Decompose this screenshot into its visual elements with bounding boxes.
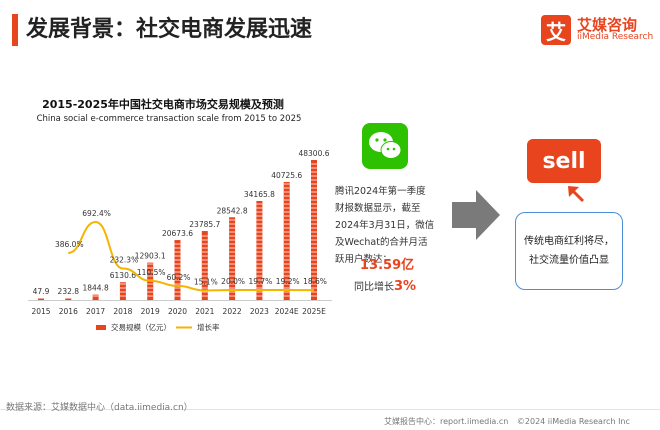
bar-value-label: 34165.8 <box>244 190 275 199</box>
bar-2020 <box>174 240 181 300</box>
x-tick-label: 2021 <box>195 307 214 316</box>
page-title: 发展背景：社交电商发展迅速 <box>26 17 313 42</box>
logo-name-en: iiMedia Research <box>577 32 654 43</box>
footer-right: ©2024 iiMedia Research Inc <box>516 417 630 426</box>
bar-value-label: 12903.1 <box>135 252 166 261</box>
footer-divider <box>0 409 660 410</box>
x-tick-label: 2020 <box>168 307 187 316</box>
logo-mark: 艾 <box>541 15 571 45</box>
legend-bar-label: 交易规模（亿元） <box>111 322 171 332</box>
x-tick-label: 2025E <box>302 307 326 316</box>
x-tick-label: 2017 <box>86 307 105 316</box>
bar-value-label: 47.9 <box>33 287 50 296</box>
bar-value-label: 20673.6 <box>162 229 193 238</box>
mau-growth: 同比增长3% <box>354 278 416 294</box>
x-tick-label: 2024E <box>275 307 299 316</box>
growth-label: 232.3% <box>110 256 139 265</box>
bar-value-label: 48300.6 <box>298 149 329 158</box>
x-tick-label: 2016 <box>59 307 78 316</box>
conclusion-bubble: 传统电商红利将尽，社交流量价值凸显 <box>515 212 623 290</box>
iimedia-logo: 艾 艾媒咨询 iiMedia Research <box>541 15 653 45</box>
bar-value-label: 232.8 <box>58 287 80 296</box>
growth-value: 3% <box>394 279 417 294</box>
bar-2017 <box>92 294 99 300</box>
pointer-arrow-icon <box>568 186 585 203</box>
right-arrow-icon <box>452 190 500 240</box>
data-source: 数据来源：艾媒数据中心（data.iimedia.cn） <box>6 403 193 413</box>
growth-label: 19.2% <box>276 277 300 286</box>
bar-value-label: 40725.6 <box>271 171 302 180</box>
x-tick-label: 2015 <box>31 307 50 316</box>
bar-value-label: 28542.8 <box>217 206 248 215</box>
chart-title: 2015-2025年中国社交电商市场交易规模及预测 <box>42 98 284 111</box>
growth-label: 386.0% <box>55 240 84 249</box>
wechat-icon <box>362 123 408 169</box>
x-tick-label: 2018 <box>113 307 132 316</box>
bar-value-label: 6130.6 <box>110 271 136 280</box>
bar-2021 <box>201 231 208 300</box>
growth-prefix: 同比增长 <box>354 282 394 293</box>
bar-2016 <box>65 298 72 300</box>
growth-label: 18.6% <box>303 277 327 286</box>
growth-label: 15.1% <box>194 277 218 286</box>
bar-2023 <box>256 200 263 300</box>
bar-2022 <box>229 217 236 300</box>
growth-label: 20.0% <box>221 277 245 286</box>
growth-label: 692.4% <box>82 209 111 218</box>
chart-subtitle: China social e-commerce transaction scal… <box>36 114 302 124</box>
growth-label: 19.7% <box>248 277 272 286</box>
growth-label: 110.5% <box>137 268 166 277</box>
legend-line-label: 增长率 <box>197 322 220 332</box>
bar-2018 <box>119 282 126 300</box>
bar-2024E <box>283 181 290 300</box>
wechat-mau: 13.59亿 <box>360 258 415 273</box>
footer-left: 艾媒报告中心：report.iimedia.cn <box>384 417 509 426</box>
bar-2015 <box>38 298 44 300</box>
growth-rate-line <box>68 220 315 292</box>
growth-label: 60.2% <box>167 273 191 282</box>
footer: 艾媒报告中心：report.iimedia.cn ©2024 iiMedia R… <box>384 416 636 427</box>
sell-badge: sell <box>527 139 601 183</box>
legend-bar-swatch <box>96 325 106 330</box>
x-tick-label: 2022 <box>223 307 242 316</box>
x-tick-label: 2023 <box>250 307 269 316</box>
bar-value-label: 1844.8 <box>82 284 108 293</box>
bar-2025E <box>311 160 317 300</box>
wechat-note: 腾讯2024年第一季度财报数据显示，截至2024年3月31日，微信及Wechat… <box>335 186 435 265</box>
title-accent <box>12 14 18 46</box>
bar-value-label: 23785.7 <box>189 220 220 229</box>
x-tick-label: 2019 <box>141 307 160 316</box>
transaction-chart: 47.9 2015 232.8 2016 1844.8 2017 6130.6 2018 129… <box>28 149 332 332</box>
logo-name-cn: 艾媒咨询 <box>577 15 638 34</box>
